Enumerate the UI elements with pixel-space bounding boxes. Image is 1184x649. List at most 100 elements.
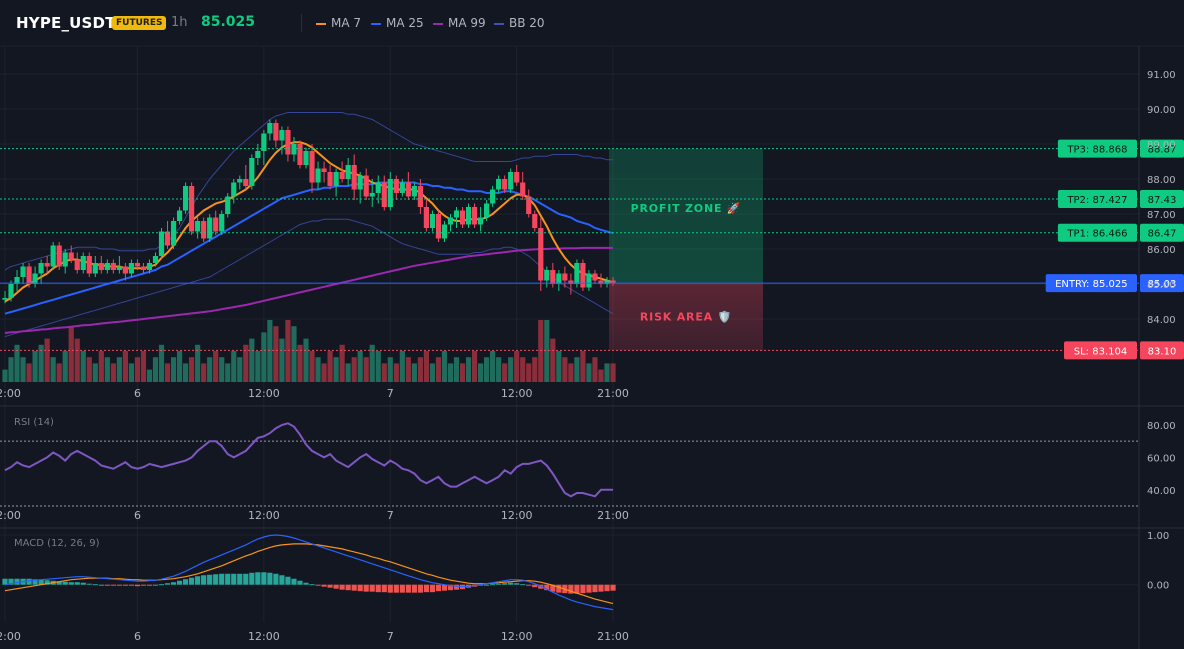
volume-bar xyxy=(243,344,249,382)
candle-body xyxy=(201,221,207,239)
volume-bar xyxy=(170,357,177,382)
macd-histogram-bar xyxy=(429,584,436,593)
macd-histogram-bar xyxy=(435,584,442,592)
volume-bar xyxy=(363,357,369,382)
candle-body xyxy=(550,270,556,284)
volume-bar xyxy=(339,344,345,382)
time-label: 12:00 xyxy=(501,509,533,522)
volume-bar xyxy=(249,338,255,382)
trade-zones: PROFIT ZONE 🚀 RISK AREA 🛡️ xyxy=(609,148,763,351)
volume-bar xyxy=(158,344,165,382)
legend-bb20-label: BB 20 xyxy=(509,16,545,30)
volume-bar xyxy=(164,363,171,382)
volume-bar xyxy=(592,357,598,382)
candle-body xyxy=(291,144,297,155)
candle-body xyxy=(122,266,128,274)
time-label: 12:00 xyxy=(248,509,280,522)
level-label-tp1: TP1: 86.466 xyxy=(1066,229,1127,240)
candle-body xyxy=(357,175,363,190)
volume-bar xyxy=(26,363,32,382)
candle-body xyxy=(405,182,411,197)
candle-body xyxy=(98,263,104,270)
candle-body xyxy=(471,207,478,225)
legend-ma99[interactable]: MA 99 xyxy=(433,16,486,30)
macd-histogram-bar xyxy=(592,584,598,593)
volume-bar xyxy=(333,357,339,382)
time-label: 12:00 xyxy=(0,509,21,522)
time-label: 6 xyxy=(134,630,141,643)
timeframe-selector[interactable]: 1h xyxy=(171,15,188,30)
macd-histogram-bar xyxy=(568,584,574,594)
volume-bar xyxy=(291,326,297,382)
candle-body xyxy=(152,256,159,263)
level-tag-sl xyxy=(1064,341,1137,360)
volume-bar xyxy=(128,363,135,382)
time-label: 12:00 xyxy=(248,387,280,400)
volume-bar xyxy=(598,369,604,382)
macd-histogram-bar xyxy=(207,574,213,585)
legend-ma25-label: MA 25 xyxy=(386,16,424,30)
candle-body xyxy=(586,273,592,288)
macd-histogram-bar xyxy=(128,584,135,586)
macd-histogram-bar xyxy=(164,583,171,585)
legend-ma25[interactable]: MA 25 xyxy=(371,16,424,30)
candle-body xyxy=(285,130,291,155)
volume-bar xyxy=(411,363,417,382)
macd-histogram-bar xyxy=(297,580,303,585)
legend-bb20[interactable]: BB 20 xyxy=(494,16,545,30)
level-label-entry: ENTRY: 85.025 xyxy=(1055,279,1128,290)
futures-badge: FUTURES xyxy=(112,16,167,30)
candle-body xyxy=(532,214,538,228)
macd-histogram-bar xyxy=(393,584,399,593)
macd-histogram-bar xyxy=(321,584,327,587)
volume-bar xyxy=(417,357,423,382)
time-label: 7 xyxy=(387,509,394,522)
price-tick-label: 89.00 xyxy=(1147,140,1176,151)
volume-bar xyxy=(152,357,159,382)
candle-body xyxy=(68,252,74,260)
rsi-panel: 40.00 60.00 80.00 RSI (14) xyxy=(0,417,1176,507)
volume-bar xyxy=(399,351,405,382)
candle-body xyxy=(598,280,604,284)
macd-histogram-bar xyxy=(369,584,375,592)
level-tag-tp2 xyxy=(1057,190,1137,209)
legend-ma7[interactable]: MA 7 xyxy=(316,16,361,30)
candle-body xyxy=(369,193,375,197)
volume-bar xyxy=(315,357,321,382)
candles[interactable] xyxy=(2,119,616,304)
macd-histogram-bar xyxy=(598,584,604,592)
price-tick-label: 90.00 xyxy=(1147,105,1176,116)
macd-histogram-bar xyxy=(249,572,255,585)
volume-bar xyxy=(580,351,586,382)
volume-bar xyxy=(213,351,219,382)
macd-histogram-bar xyxy=(261,572,267,585)
macd-histogram-bar xyxy=(104,584,110,586)
macd-histogram-bar xyxy=(152,584,159,586)
axis-tag-tp3 xyxy=(1140,139,1184,158)
macd-histogram-bar xyxy=(38,579,44,585)
candle-body xyxy=(255,151,261,158)
candle-body xyxy=(429,214,436,228)
volume-bar xyxy=(225,363,231,382)
volume-bar xyxy=(134,357,141,382)
symbol-name[interactable]: HYPE_USDT xyxy=(16,14,116,32)
macd-histogram-bar xyxy=(116,584,122,586)
profit-zone xyxy=(609,148,763,284)
candle-body xyxy=(279,130,285,141)
macd-histogram-bar xyxy=(441,584,448,591)
candle-body xyxy=(381,182,387,207)
candle-body xyxy=(339,172,345,179)
macd-histogram-bar xyxy=(339,584,345,590)
macd-histogram-bar xyxy=(146,584,153,586)
axis-label-tp1: 86.47 xyxy=(1148,229,1177,240)
volume-bar xyxy=(183,363,189,382)
macd-histogram-bar xyxy=(44,580,50,585)
volume-bar xyxy=(267,320,273,382)
macd-tick-label: 1.00 xyxy=(1147,531,1169,542)
volume-bar xyxy=(38,344,44,382)
macd-histogram-bar xyxy=(2,578,8,585)
macd-histogram-bar xyxy=(219,573,225,585)
macd-histogram-bar xyxy=(86,583,92,585)
volume-bar xyxy=(32,351,38,382)
